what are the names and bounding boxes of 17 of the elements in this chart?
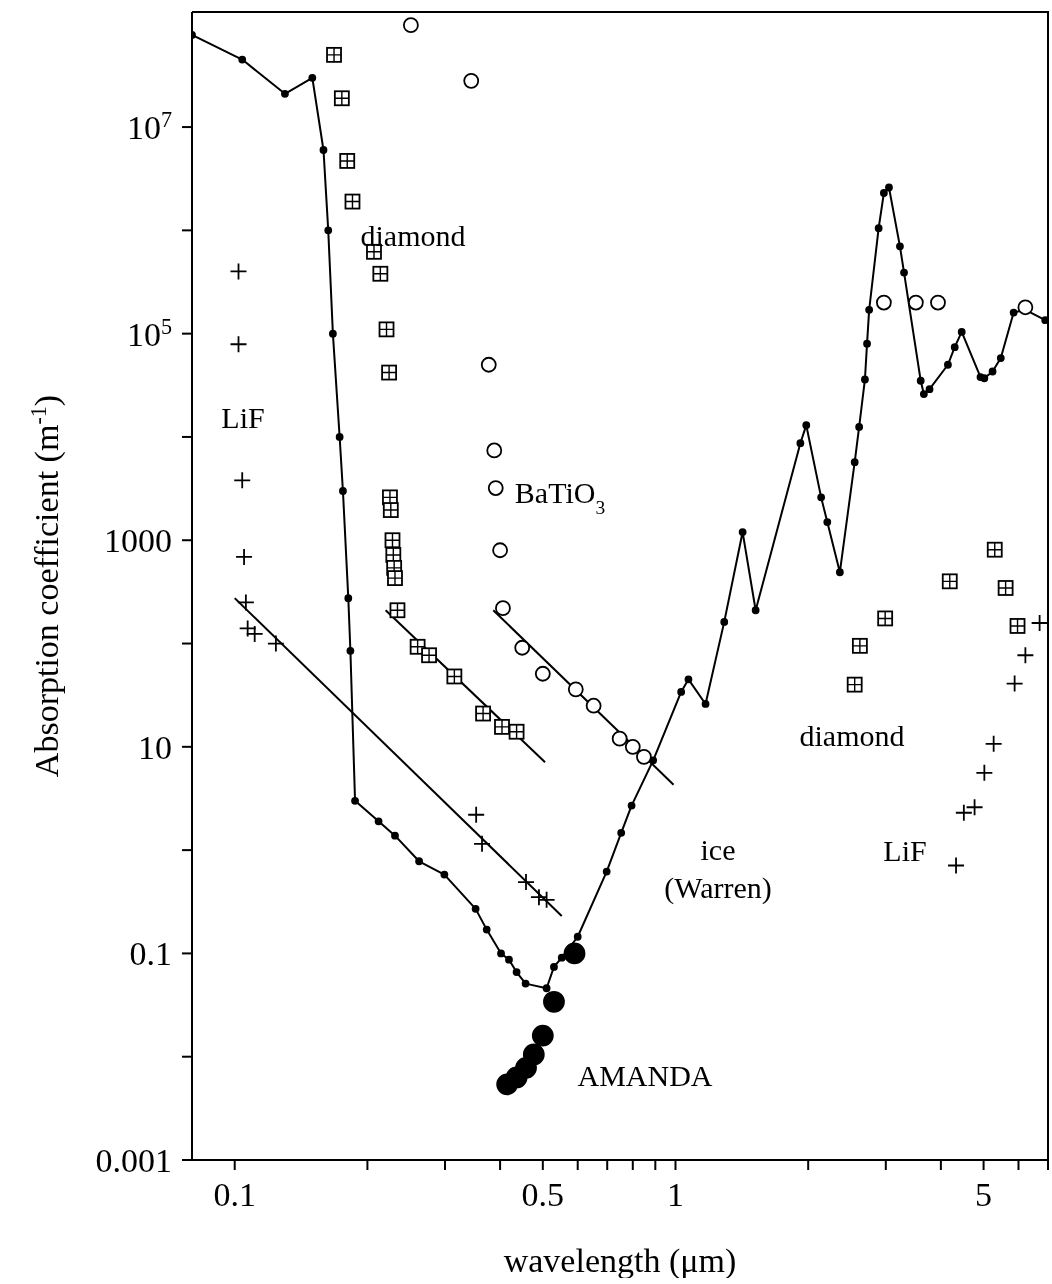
annotation: LiF	[883, 834, 927, 867]
x-tick-label: 5	[975, 1176, 993, 1213]
x-tick-label: 0.5	[521, 1176, 565, 1213]
annotation: ice (Warren)	[664, 833, 772, 905]
x-tick-label: 0.1	[213, 1176, 256, 1213]
y-tick-label: 10	[138, 728, 172, 766]
y-tick-label: 10$^{5}$	[126, 313, 172, 353]
annotation: diamond	[360, 219, 466, 252]
y-tick-label: 1000	[104, 522, 172, 560]
y-tick-label: 0.001	[95, 1142, 172, 1179]
x-tick-label: 1	[667, 1176, 684, 1213]
y-tick-label: 10$^{7}$	[126, 106, 172, 147]
annotation: BaTiO$_{3}$	[514, 476, 606, 518]
annotation: diamond	[799, 719, 905, 752]
y-tick-label: 0.1	[129, 935, 172, 973]
annotation: LiF	[221, 401, 265, 434]
annotation: AMANDA	[577, 1059, 713, 1092]
